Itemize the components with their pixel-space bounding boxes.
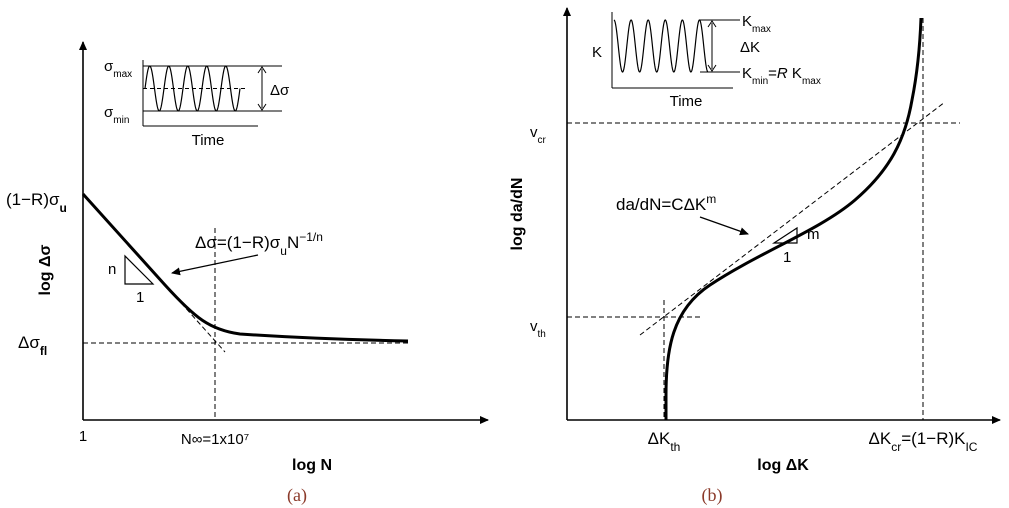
panel-a-inset-min-label: σmin	[104, 104, 129, 126]
panel-a-slope-rise: n	[108, 261, 116, 278]
panel-b-equation: da/dN=CΔKm	[616, 192, 716, 214]
panel-a: n 1 Δσ=(1−R)σuN−1/n log Δσ log N 1 N∞=1x…	[6, 42, 488, 506]
panel-a-slope-triangle	[125, 256, 153, 284]
panel-a-fatigue-limit-label: Δσfl	[18, 333, 47, 358]
panel-b-threshold-label: ΔKth	[648, 429, 681, 454]
panel-a-inset-time-label: Time	[192, 132, 225, 149]
panel-a-inset: Δσ σmax σmin Time	[104, 58, 290, 149]
panel-a-y-axis-label: log Δσ	[37, 245, 54, 296]
panel-b-inset-y-label: K	[592, 44, 602, 61]
panel-b-caption: (b)	[702, 485, 723, 506]
panel-b-inset: K Kmax ΔK Kmin=R Kmax Time	[592, 12, 821, 110]
panel-a-inset-max-label: σmax	[104, 58, 132, 80]
panel-b-equation-arrow	[700, 217, 748, 234]
panel-b-inset-time-label: Time	[670, 93, 703, 110]
panel-a-x-axis-label: log N	[292, 457, 332, 474]
panel-b-inset-wave	[614, 20, 708, 72]
panel-a-endurance-label: N∞=1x10⁷	[181, 431, 249, 448]
panel-b-slope-run: 1	[783, 249, 791, 266]
panel-a-sn-curve	[83, 194, 408, 341]
panel-b: m 1 da/dN=CΔKm log da/dN log ΔK ΔKth ΔKc…	[509, 8, 1000, 506]
panel-a-equation: Δσ=(1−R)σuN−1/n	[195, 230, 323, 258]
panel-b-critical-label: ΔKcr=(1−R)KIC	[869, 429, 978, 454]
panel-b-vth-label: vth	[530, 318, 546, 340]
panel-a-intercept-label: (1−R)σu	[6, 190, 67, 215]
panel-b-inset-dk-label: ΔK	[740, 39, 760, 56]
panel-b-slope-rise: m	[807, 226, 820, 243]
panel-b-y-axis-label: log da/dN	[509, 178, 526, 251]
panel-b-inset-kmin-label: Kmin=R Kmax	[742, 65, 821, 87]
panel-b-vcr-label: vcr	[530, 124, 547, 146]
panel-a-caption: (a)	[287, 485, 307, 506]
panel-a-x-tick-start: 1	[79, 428, 87, 445]
panel-b-inset-kmax-label: Kmax	[742, 13, 771, 35]
panel-b-x-axis-label: log ΔK	[757, 457, 809, 474]
panel-a-inset-range-label: Δσ	[270, 82, 290, 99]
panel-a-slope-run: 1	[136, 289, 144, 306]
panel-b-paris-tangent	[640, 102, 945, 335]
